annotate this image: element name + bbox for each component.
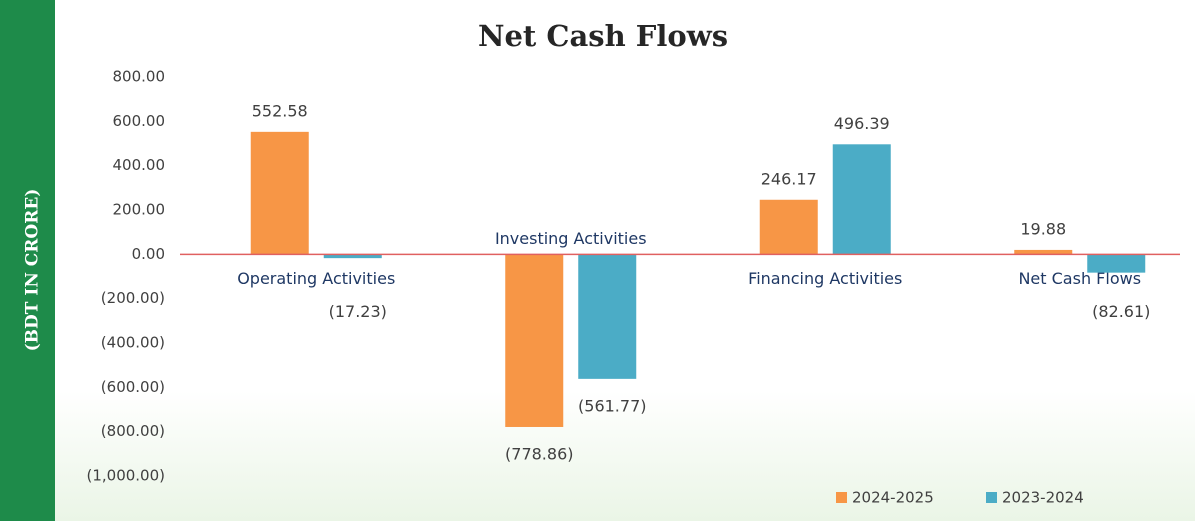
- y-tick-label: 600.00: [113, 112, 166, 130]
- data-label: (17.23): [329, 302, 387, 321]
- y-tick-label: 800.00: [113, 68, 166, 86]
- data-label: (778.86): [505, 444, 573, 463]
- y-tick-label: (600.00): [101, 378, 165, 396]
- data-label: (561.77): [578, 396, 646, 415]
- bar: [1014, 249, 1073, 255]
- y-axis-label: (BDT IN CRORE): [23, 189, 43, 352]
- bar: [1087, 254, 1146, 273]
- bar: [323, 254, 382, 259]
- legend-label: 2024-2025: [852, 489, 934, 507]
- bar: [505, 254, 564, 427]
- legend-swatch: [986, 492, 997, 503]
- side-band: [0, 0, 55, 521]
- y-tick-label: (1,000.00): [86, 467, 165, 485]
- y-tick-label: (400.00): [101, 334, 165, 352]
- y-tick-label: 400.00: [113, 156, 166, 174]
- bar: [250, 131, 309, 255]
- legend-swatch: [836, 492, 847, 503]
- y-tick-label: 0.00: [132, 245, 165, 263]
- data-label: 496.39: [834, 114, 890, 133]
- bar: [578, 254, 637, 379]
- y-tick-label: (800.00): [101, 422, 165, 440]
- y-tick-label: 200.00: [113, 201, 166, 219]
- x-tick-label: Financing Activities: [748, 269, 902, 288]
- data-label: 19.88: [1020, 219, 1066, 238]
- bar: [759, 199, 818, 255]
- chart-title: Net Cash Flows: [478, 19, 728, 53]
- x-tick-label: Operating Activities: [237, 269, 395, 288]
- bar: [832, 144, 891, 255]
- data-label: 552.58: [252, 101, 308, 120]
- data-label: (82.61): [1092, 302, 1150, 321]
- data-label: 246.17: [761, 169, 817, 188]
- legend-label: 2023-2024: [1002, 489, 1084, 507]
- x-tick-label: Investing Activities: [495, 229, 647, 248]
- y-tick-label: (200.00): [101, 289, 165, 307]
- x-tick-label: Net Cash Flows: [1018, 269, 1141, 288]
